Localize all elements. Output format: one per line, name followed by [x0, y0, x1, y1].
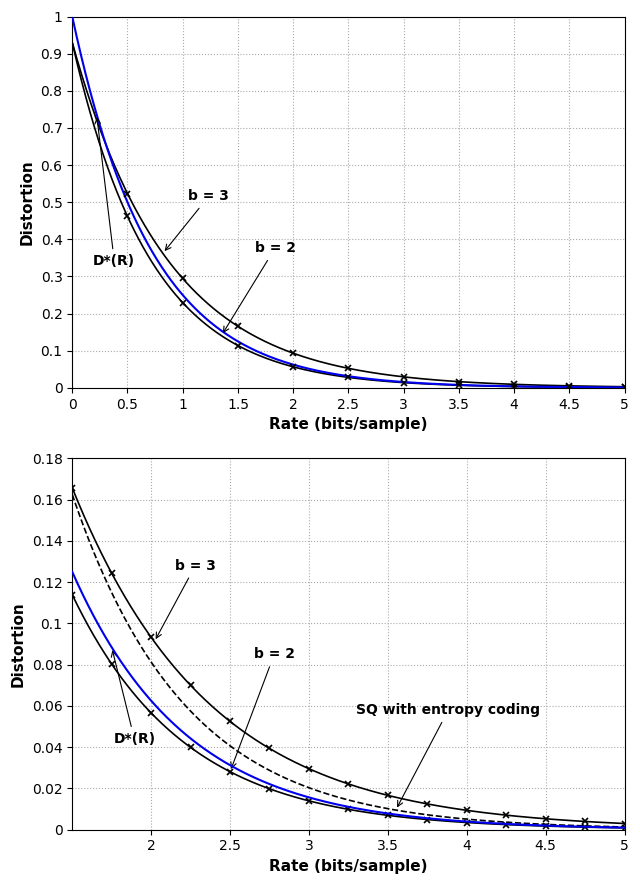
Y-axis label: Distortion: Distortion: [11, 601, 26, 687]
X-axis label: Rate (bits/sample): Rate (bits/sample): [269, 417, 428, 432]
Text: b = 3: b = 3: [156, 558, 216, 638]
Text: D*(R): D*(R): [93, 119, 136, 268]
Y-axis label: Distortion: Distortion: [20, 159, 35, 245]
Text: b = 2: b = 2: [231, 648, 294, 768]
Text: b = 2: b = 2: [223, 242, 296, 332]
Text: D*(R): D*(R): [111, 651, 156, 746]
Text: SQ with entropy coding: SQ with entropy coding: [356, 703, 540, 806]
Text: b = 3: b = 3: [165, 189, 229, 250]
X-axis label: Rate (bits/sample): Rate (bits/sample): [269, 858, 428, 873]
